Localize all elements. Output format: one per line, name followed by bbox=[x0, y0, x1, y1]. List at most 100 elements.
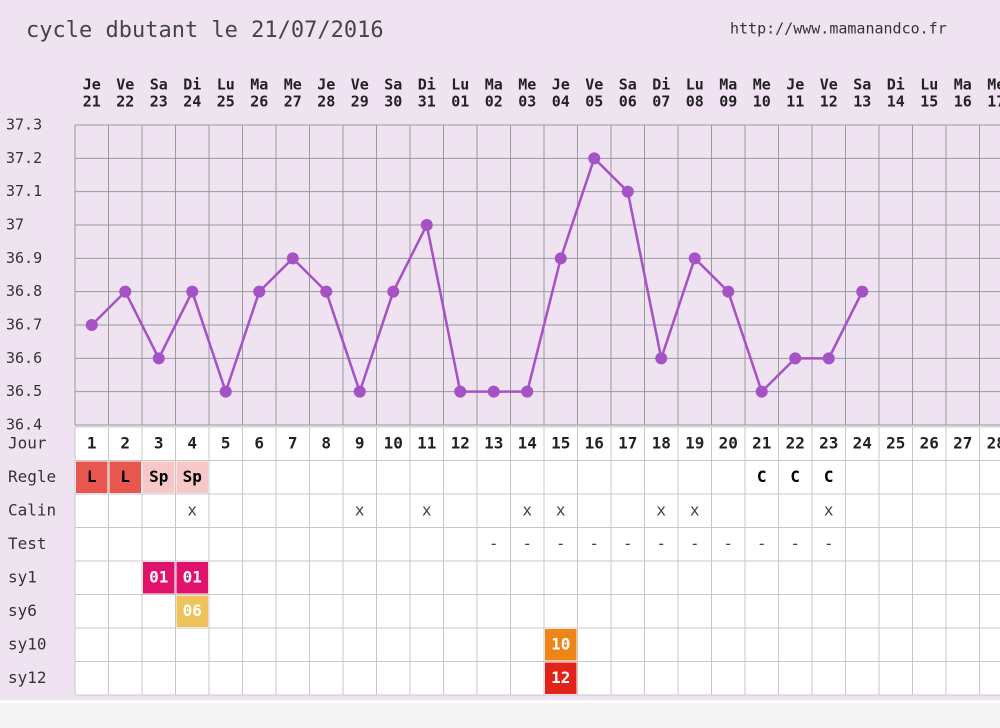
cell-text: L bbox=[120, 467, 130, 486]
weekday-label: Je bbox=[317, 76, 335, 94]
day-number: 16 bbox=[585, 433, 604, 452]
row-label: Regle bbox=[8, 467, 56, 486]
cell-text: C bbox=[790, 467, 800, 486]
weekday-label: Je bbox=[83, 76, 101, 94]
date-label: 29 bbox=[351, 93, 369, 111]
date-label: 26 bbox=[250, 93, 268, 111]
temperature-point bbox=[286, 252, 299, 265]
day-number: 14 bbox=[518, 433, 537, 452]
date-label: 05 bbox=[585, 93, 603, 111]
cell-text: - bbox=[489, 534, 499, 553]
date-label: 16 bbox=[954, 93, 972, 111]
cell-fill bbox=[813, 461, 845, 493]
temperature-point bbox=[353, 385, 366, 398]
temperature-point bbox=[822, 352, 835, 365]
date-label: 06 bbox=[619, 93, 637, 111]
weekday-label: Je bbox=[552, 76, 570, 94]
weekday-label: Lu bbox=[686, 76, 704, 94]
source-link: http://www.mamanandco.fr bbox=[730, 20, 947, 38]
weekday-label: Je bbox=[786, 76, 804, 94]
temperature-point bbox=[253, 285, 266, 298]
row-label: Jour bbox=[8, 433, 47, 452]
weekday-label: Me bbox=[987, 76, 1000, 94]
cell-text: 06 bbox=[183, 601, 202, 620]
cell-text: x bbox=[556, 500, 566, 519]
date-label: 11 bbox=[786, 93, 804, 111]
cell-text: - bbox=[623, 534, 633, 553]
day-number: 22 bbox=[786, 433, 805, 452]
cell-text: x bbox=[187, 500, 197, 519]
date-label: 30 bbox=[384, 93, 402, 111]
temperature-point bbox=[152, 352, 165, 365]
y-tick-label: 36.5 bbox=[6, 382, 42, 400]
cell-text: Sp bbox=[149, 467, 168, 486]
weekday-label: Sa bbox=[384, 76, 402, 94]
cell-text: - bbox=[790, 534, 800, 553]
y-tick-label: 37.2 bbox=[6, 149, 42, 167]
date-label: 21 bbox=[83, 93, 101, 111]
footer-strip bbox=[0, 703, 1000, 728]
date-label: 08 bbox=[686, 93, 704, 111]
weekday-label: Sa bbox=[619, 76, 637, 94]
date-label: 15 bbox=[920, 93, 938, 111]
cell-fill bbox=[143, 562, 175, 594]
y-tick-label: 37.3 bbox=[6, 116, 42, 134]
temperature-point bbox=[186, 285, 199, 298]
cell-text: - bbox=[556, 534, 566, 553]
cell-fill bbox=[176, 461, 208, 493]
y-tick-label: 36.7 bbox=[6, 316, 42, 334]
row-label: sy6 bbox=[8, 601, 37, 620]
temperature-point bbox=[454, 385, 467, 398]
date-label: 13 bbox=[853, 93, 871, 111]
weekday-label: Lu bbox=[451, 76, 469, 94]
cell-text: x bbox=[656, 500, 666, 519]
temperature-point bbox=[85, 319, 98, 331]
cell-fill bbox=[545, 629, 577, 661]
cell-text: - bbox=[757, 534, 767, 553]
row-label: sy1 bbox=[8, 567, 37, 586]
cell-fill bbox=[545, 662, 577, 694]
temperature-point bbox=[420, 219, 433, 231]
cell-fill bbox=[76, 461, 108, 493]
cell-text: - bbox=[824, 534, 834, 553]
y-tick-label: 37.1 bbox=[6, 182, 42, 200]
weekday-label: Ve bbox=[351, 76, 369, 94]
cell-text: 10 bbox=[551, 634, 570, 653]
cell-text: 12 bbox=[551, 668, 570, 687]
y-tick-label: 37 bbox=[6, 216, 24, 234]
day-number: 28 bbox=[987, 433, 1000, 452]
weekday-label: Me bbox=[518, 76, 536, 94]
temperature-point bbox=[688, 252, 701, 265]
cell-text: - bbox=[723, 534, 733, 553]
weekday-label: Ma bbox=[719, 76, 737, 94]
temperature-point bbox=[588, 152, 601, 165]
day-number: 11 bbox=[417, 433, 436, 452]
row-label: Test bbox=[8, 534, 47, 553]
day-number: 17 bbox=[618, 433, 637, 452]
weekday-label: Di bbox=[887, 76, 905, 94]
temperature-point bbox=[554, 252, 567, 265]
weekday-label: Me bbox=[753, 76, 771, 94]
day-number: 7 bbox=[288, 433, 298, 452]
cell-text: C bbox=[824, 467, 834, 486]
weekday-label: Di bbox=[183, 76, 201, 94]
day-number: 21 bbox=[752, 433, 771, 452]
y-tick-label: 36.9 bbox=[6, 249, 42, 267]
date-label: 02 bbox=[485, 93, 503, 111]
cell-text: Sp bbox=[183, 467, 202, 486]
weekday-label: Lu bbox=[217, 76, 235, 94]
day-number: 23 bbox=[819, 433, 838, 452]
day-number: 3 bbox=[154, 433, 164, 452]
date-label: 27 bbox=[284, 93, 302, 111]
cell-text: x bbox=[422, 500, 432, 519]
weekday-label: Ve bbox=[116, 76, 134, 94]
cell-fill bbox=[143, 461, 175, 493]
weekday-label: Sa bbox=[150, 76, 168, 94]
day-number: 10 bbox=[384, 433, 403, 452]
chart-title: cycle dbutant le 21/07/2016 bbox=[26, 18, 384, 43]
cell-text: - bbox=[656, 534, 666, 553]
weekday-label: Di bbox=[652, 76, 670, 94]
cell-text: - bbox=[522, 534, 532, 553]
